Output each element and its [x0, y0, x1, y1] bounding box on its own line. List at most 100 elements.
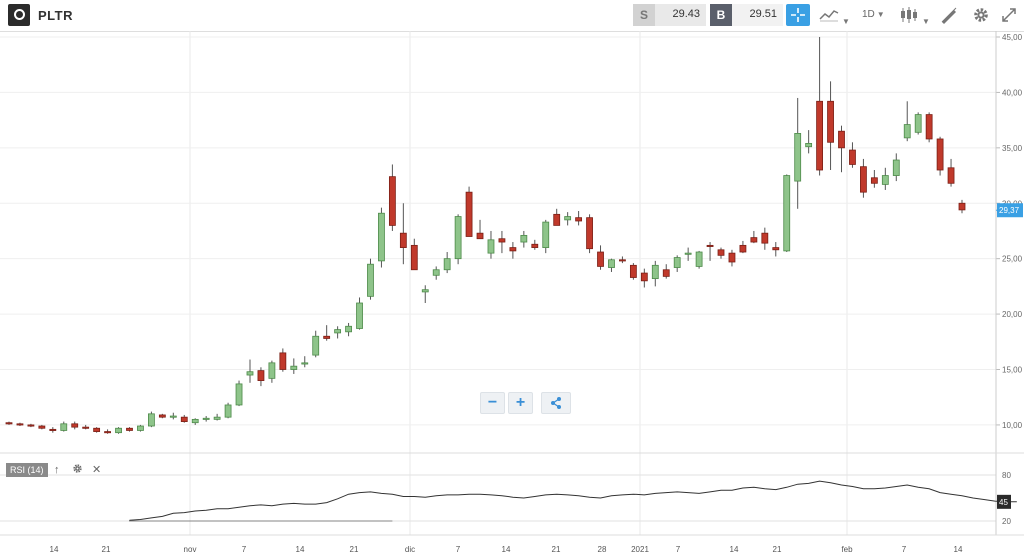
x-tick-label: 7: [902, 545, 907, 554]
candle-body: [104, 431, 111, 434]
candle-body: [399, 232, 407, 248]
crosshair-icon: [791, 8, 805, 22]
candle-body: [82, 426, 90, 429]
candle-body: [750, 237, 758, 243]
crosshair-button[interactable]: [786, 4, 810, 26]
rsi-settings-button[interactable]: [72, 463, 83, 478]
candle-body: [860, 166, 867, 193]
x-tick-label: 14: [296, 545, 305, 554]
candle-body: [684, 252, 692, 255]
chevron-down-icon: ▼: [922, 17, 930, 26]
candle-body: [224, 404, 232, 418]
x-tick-label: 7: [242, 545, 247, 554]
x-tick-label: 21: [350, 545, 359, 554]
candle-body: [619, 259, 626, 262]
candle-body: [816, 100, 823, 171]
chart-type-dropdown[interactable]: ▼: [818, 6, 850, 26]
candle-body: [717, 249, 725, 256]
buy-price-box[interactable]: B 29.51: [710, 4, 783, 26]
candle-body: [235, 383, 243, 406]
candle-body: [608, 259, 615, 268]
candle-body: [5, 422, 13, 425]
candle-body: [213, 416, 221, 420]
settings-button[interactable]: [972, 6, 990, 24]
draw-icon: [941, 7, 957, 24]
candle-body: [925, 114, 933, 140]
candle-body: [410, 244, 418, 271]
candle-body: [115, 427, 122, 434]
sell-price-box[interactable]: S 29.43: [633, 4, 706, 26]
x-tick-label: 7: [676, 545, 681, 554]
candle-body: [849, 149, 856, 165]
rsi-close-button[interactable]: ✕: [92, 463, 101, 477]
x-tick-label: 2021: [631, 545, 649, 554]
candle-body: [301, 362, 309, 365]
candle-body: [662, 269, 670, 277]
x-tick-label: dic: [405, 545, 415, 554]
candle-body: [640, 272, 648, 282]
candle-body: [673, 257, 681, 268]
rsi-current-badge: [997, 494, 1011, 509]
ticker-symbol: PLTR: [38, 8, 73, 23]
fullscreen-button[interactable]: [1000, 6, 1018, 24]
candle-body: [38, 425, 46, 429]
x-tick-label: 14: [50, 545, 59, 554]
last-price-label: 29,37: [999, 206, 1020, 215]
last-price-badge: [997, 203, 1023, 218]
price-chart[interactable]: 45,0040,0035,0030,0025,0020,0015,0010,00…: [0, 31, 1024, 559]
zoom-out-button[interactable]: −: [480, 392, 505, 414]
candle-body: [706, 244, 714, 247]
candle-body: [202, 417, 210, 420]
candle-body: [509, 247, 517, 252]
candle-body: [783, 175, 791, 252]
price-tick-label: 15,00: [1002, 366, 1023, 375]
draw-tools-button[interactable]: [940, 6, 958, 24]
x-tick-label: 7: [456, 545, 461, 554]
candle-body: [16, 423, 24, 426]
line-chart-icon: [819, 10, 839, 22]
candle-body: [257, 370, 265, 381]
x-tick-label: 14: [954, 545, 963, 554]
candle-body: [772, 247, 780, 251]
candle-body: [388, 176, 396, 226]
top-toolbar: PLTR S 29.43 B 29.51 ▼ 1D ▼ ▼: [0, 0, 1024, 32]
candle-body: [586, 217, 593, 250]
rsi-tick-label: 20: [1002, 517, 1011, 526]
gear-icon: [974, 8, 988, 22]
candle-body: [378, 212, 385, 262]
chevron-down-icon: ▼: [876, 10, 885, 19]
candle-body: [93, 427, 101, 432]
candle-body: [60, 423, 68, 431]
candle-body: [903, 124, 911, 139]
candle-body: [520, 234, 528, 243]
share-icon: [551, 397, 561, 409]
candle-body: [443, 258, 451, 271]
close-icon: ✕: [92, 464, 102, 476]
candle-body: [27, 424, 35, 427]
candle-body: [881, 175, 889, 185]
x-tick-label: 21: [552, 545, 561, 554]
candle-body: [761, 232, 769, 244]
candle-body: [564, 216, 572, 221]
rsi-move-up-button[interactable]: ↑: [54, 463, 60, 477]
rsi-indicator-label[interactable]: RSI (14): [6, 463, 48, 477]
candle-body: [356, 302, 363, 329]
candle-body: [323, 335, 331, 339]
candle-body: [279, 352, 287, 370]
app-logo-icon[interactable]: [8, 4, 30, 26]
x-tick-label: 21: [773, 545, 782, 554]
candle-body: [71, 423, 79, 428]
share-button[interactable]: [541, 392, 571, 414]
candle-style-dropdown[interactable]: ▼: [898, 6, 930, 26]
candle-body: [158, 414, 166, 418]
buy-price: 29.51: [749, 8, 777, 20]
candle-body: [794, 133, 802, 182]
candle-body: [49, 428, 57, 431]
sell-price: 29.43: [672, 8, 700, 20]
candle-body: [148, 413, 155, 427]
candle-body: [432, 269, 440, 276]
rsi-line: [129, 480, 1017, 521]
timeframe-dropdown[interactable]: 1D ▼: [862, 6, 885, 24]
zoom-in-button[interactable]: +: [508, 392, 533, 414]
x-tick-label: 21: [102, 545, 111, 554]
